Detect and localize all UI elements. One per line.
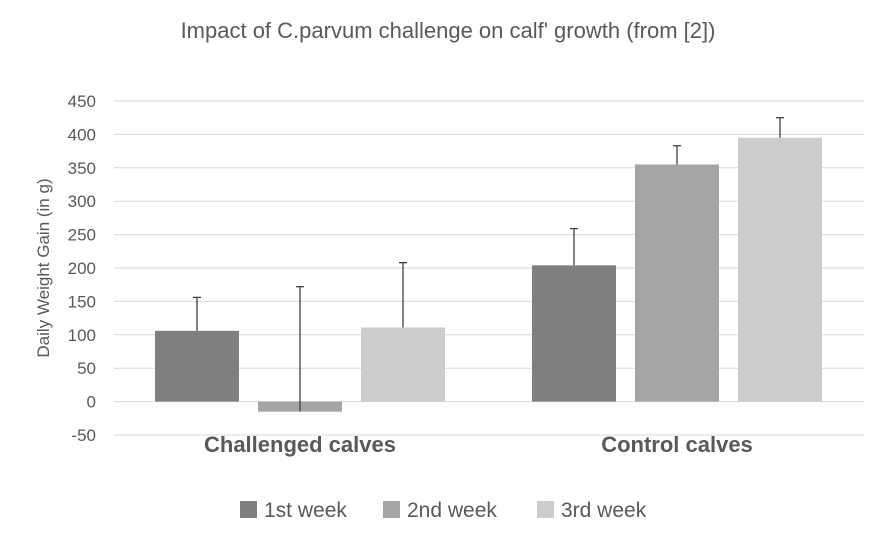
legend-label: 1st week xyxy=(264,499,347,522)
legend-label: 3rd week xyxy=(561,499,647,522)
chart-title: Impact of C.parvum challenge on calf' gr… xyxy=(181,18,716,43)
y-tick-label: -50 xyxy=(71,426,96,445)
y-tick-label: 200 xyxy=(68,259,96,278)
y-tick-label: 400 xyxy=(68,125,96,144)
x-axis-categories: Challenged calves Control calves xyxy=(204,432,753,457)
legend-swatch xyxy=(383,501,400,518)
bars xyxy=(155,137,822,412)
category-label: Challenged calves xyxy=(204,432,396,457)
bar-1-1 xyxy=(155,330,239,402)
y-tick-label: 150 xyxy=(68,292,96,311)
y-tick-label: 350 xyxy=(68,159,96,178)
y-tick-label: 300 xyxy=(68,192,96,211)
bar-1-2 xyxy=(532,265,616,402)
legend-swatch xyxy=(537,501,554,518)
y-axis-label: Daily Weight Gain (in g) xyxy=(34,178,53,357)
legend-label: 2nd week xyxy=(407,499,497,522)
y-tick-label: 100 xyxy=(68,326,96,345)
y-tick-label: 450 xyxy=(68,92,96,111)
y-tick-label: 0 xyxy=(87,393,96,412)
y-axis-ticks: -50 0 50 100 150 200 250 300 350 400 450 xyxy=(68,92,96,445)
category-label: Control calves xyxy=(601,432,753,457)
legend: 1st week 2nd week 3rd week xyxy=(240,499,647,522)
bar-3-2 xyxy=(738,137,822,402)
legend-swatch xyxy=(240,501,257,518)
y-tick-label: 50 xyxy=(77,359,96,378)
bar-2-2 xyxy=(635,164,719,402)
bar-3-1 xyxy=(361,327,445,402)
y-tick-label: 250 xyxy=(68,226,96,245)
error-bars xyxy=(193,117,784,412)
